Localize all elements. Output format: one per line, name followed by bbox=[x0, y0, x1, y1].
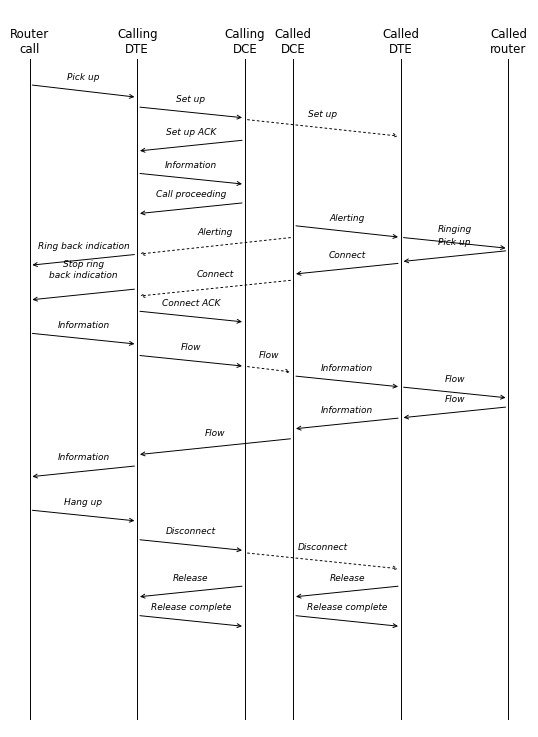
Text: Information: Information bbox=[165, 161, 217, 170]
Text: Ring back indication: Ring back indication bbox=[38, 242, 129, 251]
Text: Set up: Set up bbox=[176, 94, 206, 104]
Text: Information: Information bbox=[57, 453, 110, 463]
Text: Called
DCE: Called DCE bbox=[275, 28, 312, 56]
Text: Information: Information bbox=[321, 405, 373, 414]
Text: Ringing: Ringing bbox=[437, 225, 472, 234]
Text: Information: Information bbox=[321, 363, 373, 373]
Text: Flow: Flow bbox=[181, 343, 201, 352]
Text: Flow: Flow bbox=[444, 394, 465, 404]
Text: Pick up: Pick up bbox=[67, 73, 100, 83]
Text: Information: Information bbox=[57, 321, 110, 330]
Text: Calling
DTE: Calling DTE bbox=[117, 28, 158, 56]
Text: Called
router: Called router bbox=[490, 28, 527, 56]
Text: Release complete: Release complete bbox=[151, 603, 231, 612]
Text: Set up ACK: Set up ACK bbox=[166, 128, 216, 137]
Text: Release: Release bbox=[173, 573, 209, 582]
Text: Flow: Flow bbox=[444, 374, 465, 383]
Text: Calling
DCE: Calling DCE bbox=[224, 28, 265, 56]
Text: Pick up: Pick up bbox=[438, 238, 471, 247]
Text: Alerting: Alerting bbox=[197, 228, 233, 237]
Text: Disconnect: Disconnect bbox=[298, 543, 348, 552]
Text: Called
DTE: Called DTE bbox=[383, 28, 419, 56]
Text: Set up: Set up bbox=[308, 110, 337, 119]
Text: Connect: Connect bbox=[196, 270, 234, 279]
Text: Connect ACK: Connect ACK bbox=[162, 298, 220, 308]
Text: Alerting: Alerting bbox=[329, 214, 365, 223]
Text: Router
call: Router call bbox=[10, 28, 49, 56]
Text: Hang up: Hang up bbox=[65, 497, 102, 507]
Text: Connect: Connect bbox=[328, 251, 366, 260]
Text: Release complete: Release complete bbox=[307, 603, 387, 612]
Text: Call proceeding: Call proceeding bbox=[156, 190, 226, 199]
Text: Stop ring
back indication: Stop ring back indication bbox=[49, 260, 118, 279]
Text: Flow: Flow bbox=[259, 352, 279, 360]
Text: Disconnect: Disconnect bbox=[166, 527, 216, 537]
Text: Release: Release bbox=[329, 573, 365, 582]
Text: Flow: Flow bbox=[205, 429, 225, 438]
